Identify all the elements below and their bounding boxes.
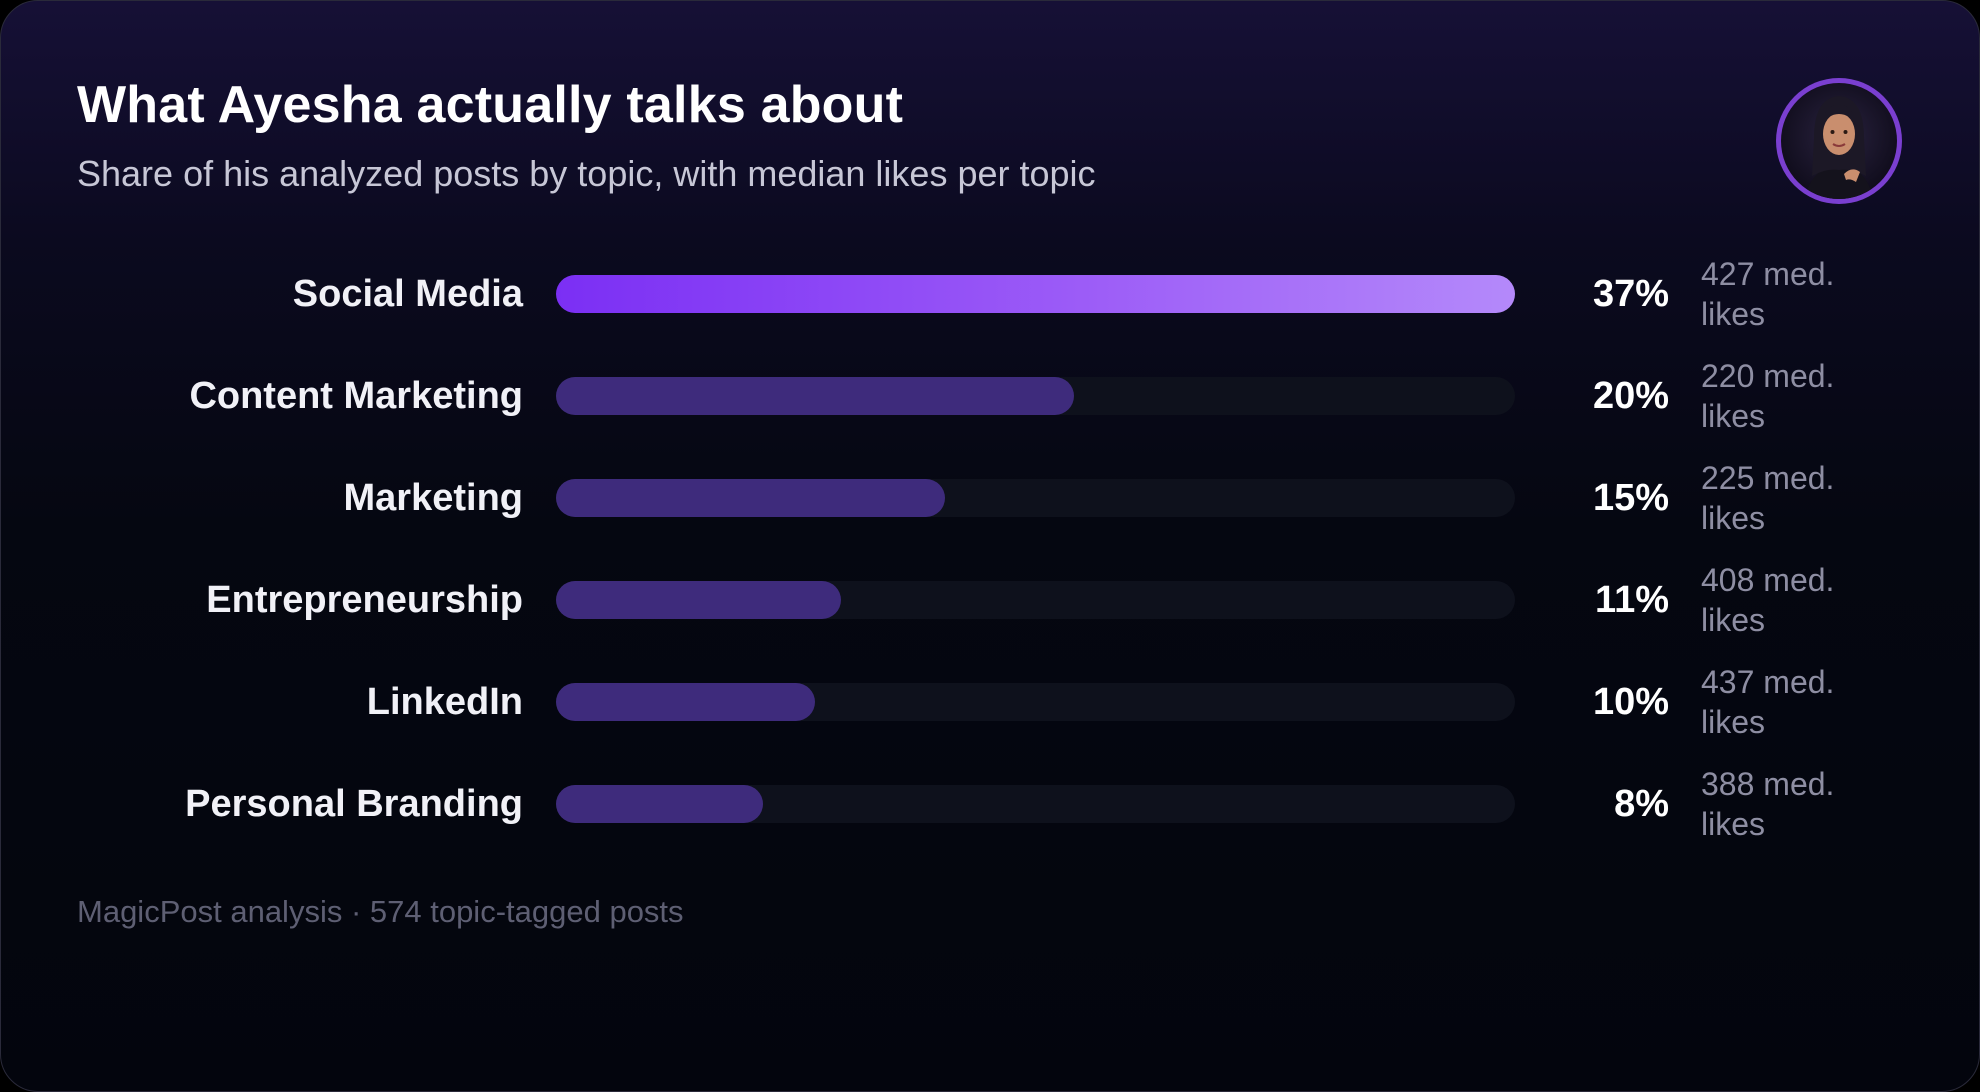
bar-track <box>556 581 1515 619</box>
category-label: LinkedIn <box>366 681 523 723</box>
bar-track <box>556 275 1515 313</box>
bar <box>556 581 842 619</box>
value-label: 11% <box>1595 579 1669 621</box>
category-label: Personal Branding <box>185 783 523 825</box>
median-likes-label: 220 med. likes <box>1701 358 1835 434</box>
category-label: Content Marketing <box>189 375 523 417</box>
value-label: 8% <box>1614 783 1669 825</box>
chart-subtitle: Share of his analyzed posts by topic, wi… <box>77 153 1096 194</box>
bar-track <box>556 683 1515 721</box>
category-label: Social Media <box>292 273 523 315</box>
value-label: 20% <box>1592 375 1669 417</box>
category-label: Marketing <box>343 477 523 519</box>
median-likes-label: 437 med. likes <box>1701 664 1835 740</box>
value-label: 37% <box>1592 273 1669 315</box>
value-label: 15% <box>1592 477 1669 519</box>
median-likes-label: 225 med. likes <box>1701 460 1835 536</box>
chart-footer: MagicPost analysis · 574 topic-tagged po… <box>77 894 684 929</box>
bar <box>556 785 764 823</box>
median-likes-label: 427 med. likes <box>1701 256 1835 332</box>
bar <box>556 377 1075 415</box>
chart-title: What Ayesha actually talks about <box>77 76 904 134</box>
bar-track <box>556 479 1515 517</box>
median-likes-label: 408 med. likes <box>1701 562 1835 638</box>
bar-track <box>556 377 1515 415</box>
bar <box>556 683 816 721</box>
avatar <box>1776 78 1902 204</box>
median-likes-label: 388 med. likes <box>1701 766 1835 842</box>
bar-track <box>556 785 1515 823</box>
category-label: Entrepreneurship <box>206 579 523 621</box>
bar <box>556 275 1515 313</box>
bar <box>556 479 945 517</box>
value-label: 10% <box>1592 681 1669 723</box>
